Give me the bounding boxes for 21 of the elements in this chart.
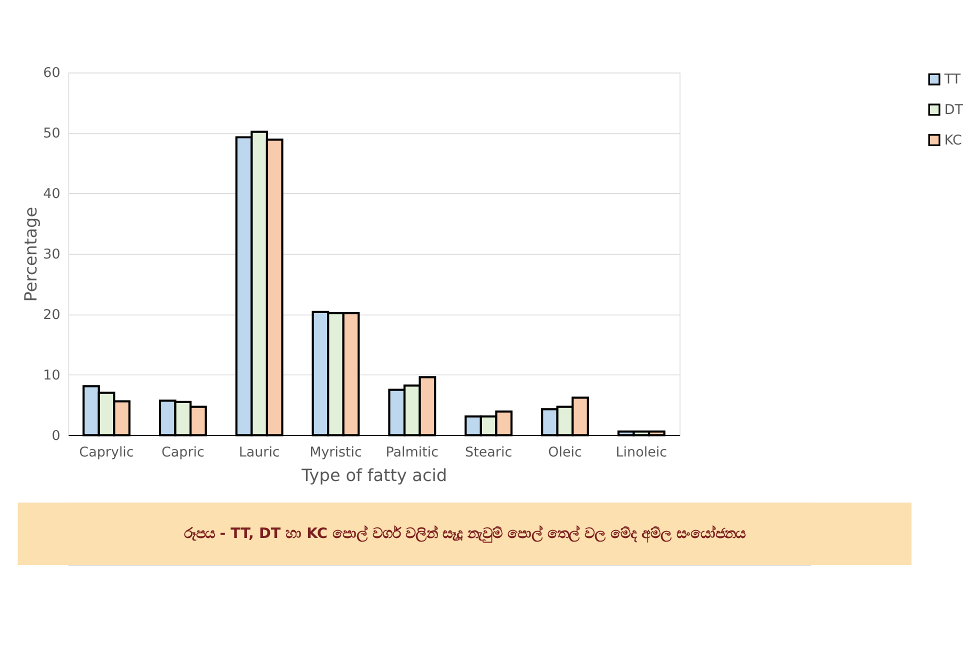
legend-label: KC [944, 132, 962, 148]
x-tick-label: Palmitic [386, 444, 439, 461]
legend-label: TT [943, 72, 962, 88]
x-tick-label: Caprylic [79, 444, 134, 461]
text: රූපය - TT, DT හා KC පොල් වර්ග වලින් සෑදූ නැවුම් පොල් තෙල් වල මේද අම්ල සංයෝජනය [184, 525, 746, 544]
y-tick-label: 40 [43, 186, 60, 202]
y-axis-title: Percentage [20, 206, 40, 302]
y-tick-label: 30 [43, 246, 60, 263]
y-tick-label: 20 [43, 306, 60, 323]
x-tick-label: Stearic [465, 444, 512, 461]
x-tick-label: Lauric [238, 444, 280, 461]
x-tick-label: Capric [161, 444, 204, 461]
y-tick-label: 60 [43, 65, 60, 82]
x-tick-label: Myristic [310, 444, 362, 461]
x-axis-title: Type of fatty acid [300, 465, 448, 486]
y-tick-label: 50 [43, 126, 60, 142]
x-tick-label: Linoleic [616, 444, 668, 461]
legend-label: DT [944, 102, 964, 118]
y-tick-label: 10 [43, 367, 60, 384]
x-tick-label: Oleic [548, 444, 582, 461]
y-tick-label: 0 [52, 428, 60, 444]
